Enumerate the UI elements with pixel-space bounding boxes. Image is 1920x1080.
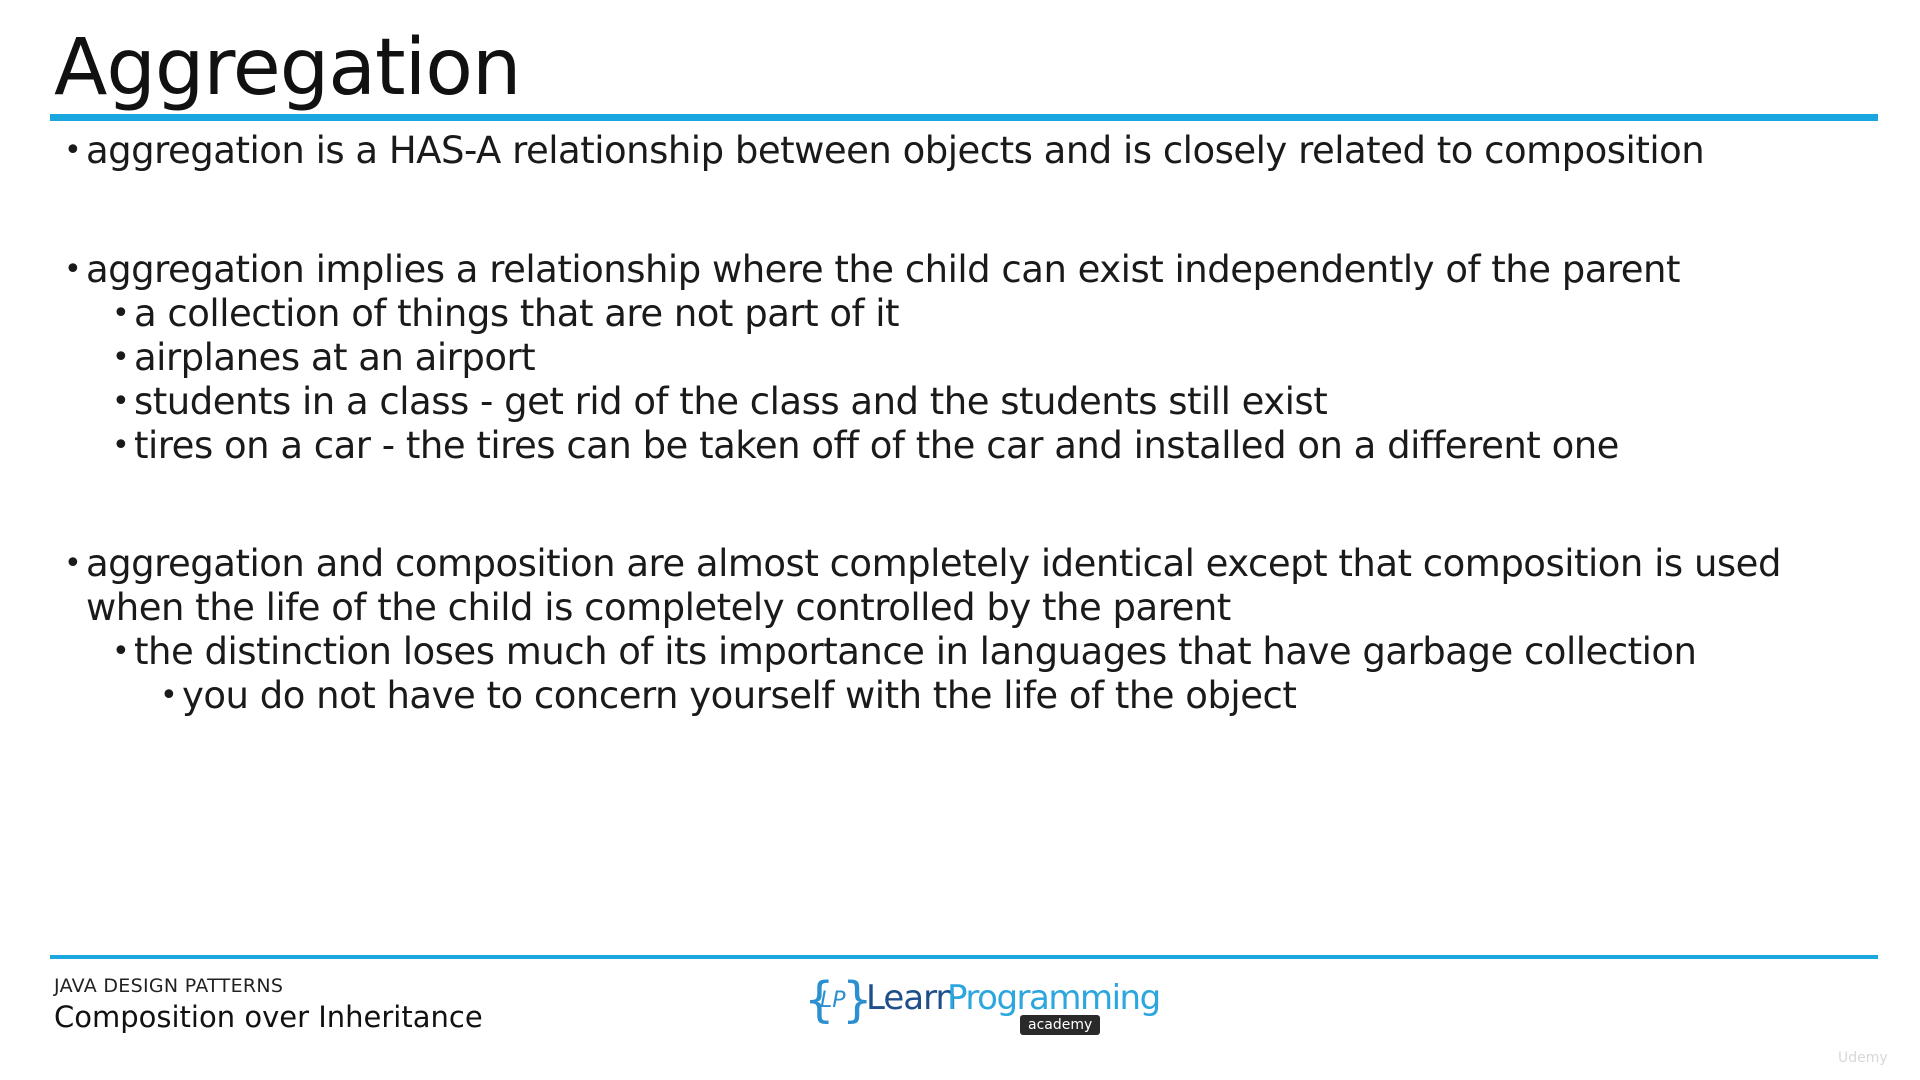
logo-right-brace-icon: } bbox=[842, 972, 873, 1028]
title-divider bbox=[50, 114, 1878, 121]
footer-divider bbox=[50, 955, 1878, 959]
logo-academy-badge: academy bbox=[1020, 1015, 1101, 1035]
sub-bullet-item: airplanes at an airport bbox=[64, 336, 1884, 380]
logo-left-brace-icon: { bbox=[804, 972, 835, 1028]
bullet-item: aggregation and composition are almost c… bbox=[64, 542, 1886, 630]
bullet-item: aggregation implies a relationship where… bbox=[64, 247, 1884, 292]
bullet-item: aggregation is a HAS-A relationship betw… bbox=[64, 128, 1884, 173]
logo-lp-mark: LP bbox=[820, 988, 846, 1013]
sub-bullet-item: the distinction loses much of its import… bbox=[64, 630, 1884, 674]
slide-title: Aggregation bbox=[54, 23, 521, 113]
logo-learn-text: Learn bbox=[866, 978, 957, 1018]
udemy-watermark: Udemy bbox=[1838, 1050, 1888, 1066]
logo-programming-text: Programming bbox=[947, 978, 1161, 1018]
learnprogramming-logo: { LP } Learn Programming academy bbox=[800, 972, 1161, 1038]
sub-bullet-item: tires on a car - the tires can be taken … bbox=[64, 424, 1884, 468]
bullet-list: aggregation is a HAS-A relationship betw… bbox=[64, 128, 1884, 718]
section-topic: Composition over Inheritance bbox=[54, 1000, 483, 1034]
course-name: JAVA DESIGN PATTERNS bbox=[54, 975, 284, 997]
sub-bullet-item: a collection of things that are not part… bbox=[64, 292, 1884, 336]
sub-bullet-item: students in a class - get rid of the cla… bbox=[64, 380, 1884, 424]
sub-sub-bullet-item: you do not have to concern yourself with… bbox=[64, 674, 1884, 718]
